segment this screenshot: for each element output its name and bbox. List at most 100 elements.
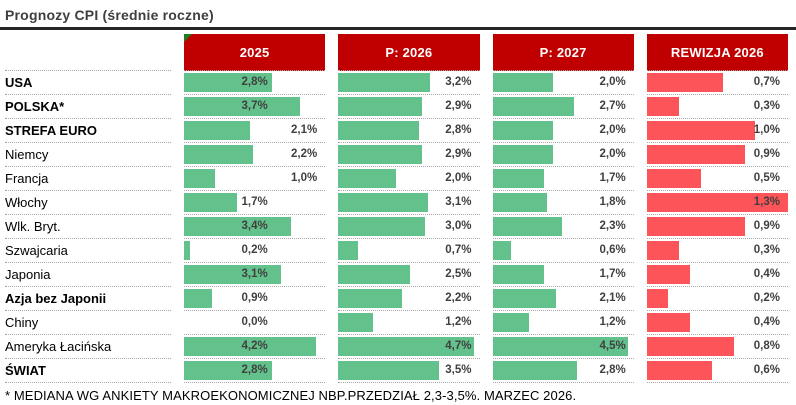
- data-bar: [492, 289, 556, 308]
- data-bar-cell: 1,7%: [492, 263, 634, 287]
- value-label: 0,2%: [753, 292, 780, 304]
- value-label: 1,8%: [599, 196, 626, 208]
- data-bar-cell: 0,6%: [646, 359, 788, 383]
- value-label: 0,5%: [753, 172, 780, 184]
- value-label: 1,7%: [599, 268, 626, 280]
- value-label: 0,3%: [753, 100, 780, 112]
- data-bar-cell: 0,7%: [338, 239, 480, 263]
- data-bar-cell: 4,2%: [184, 335, 326, 359]
- data-bar: [184, 265, 282, 284]
- data-bar-cell: 3,1%: [338, 191, 480, 215]
- value-label: 2,5%: [445, 268, 472, 280]
- data-bar-cell: 1,8%: [492, 191, 634, 215]
- value-label: 2,3%: [599, 220, 626, 232]
- value-label: 0,9%: [241, 292, 268, 304]
- value-label: 3,1%: [445, 196, 472, 208]
- data-bar: [184, 145, 254, 164]
- data-bar: [492, 169, 544, 188]
- value-label: 0,6%: [599, 244, 626, 256]
- data-bar-cell: 2,8%: [184, 71, 326, 95]
- data-bar-cell: 2,9%: [338, 143, 480, 167]
- data-bar-cell: 0,9%: [646, 215, 788, 239]
- value-label: 0,4%: [753, 316, 780, 328]
- column-header-label: P: 2026: [385, 44, 433, 60]
- column-header-label: P: 2027: [539, 44, 587, 60]
- data-bar-cell: 2,1%: [492, 287, 634, 311]
- value-label: 2,7%: [599, 100, 626, 112]
- data-bar: [646, 169, 702, 188]
- data-bar-cell: 0,3%: [646, 239, 788, 263]
- value-label: 1,0%: [291, 172, 318, 184]
- data-bar-cell: 2,0%: [492, 143, 634, 167]
- data-bar-cell: 3,4%: [184, 215, 326, 239]
- data-bar: [338, 193, 428, 212]
- data-bar: [492, 337, 628, 356]
- data-bar: [338, 121, 419, 140]
- value-label: 2,0%: [599, 76, 626, 88]
- column-header-label: REWIZJA 2026: [670, 44, 764, 60]
- value-label: 2,1%: [291, 124, 318, 136]
- data-bar-cell: 2,8%: [492, 359, 634, 383]
- value-label: 2,0%: [599, 148, 626, 160]
- data-bar: [338, 361, 440, 380]
- data-bar: [646, 241, 680, 260]
- column-header-p2027: P: 2027: [492, 34, 634, 71]
- data-bar-cell: 2,2%: [338, 287, 480, 311]
- column-header-label: 2025: [239, 44, 270, 60]
- row-label: Niemcy: [5, 143, 171, 167]
- data-bar-cell: 1,0%: [646, 119, 788, 143]
- data-bar-cell: 4,5%: [492, 335, 634, 359]
- value-label: 2,1%: [599, 292, 626, 304]
- data-bar: [338, 73, 431, 92]
- data-bar: [646, 337, 734, 356]
- data-bar: [492, 193, 547, 212]
- row-label: Włochy: [5, 191, 171, 215]
- data-bar: [646, 121, 756, 140]
- data-bar-cell: 3,5%: [338, 359, 480, 383]
- value-label: 3,7%: [241, 100, 268, 112]
- data-bar-cell: 1,2%: [492, 311, 634, 335]
- data-bar: [184, 121, 250, 140]
- value-label: 3,4%: [241, 220, 268, 232]
- data-bar-cell: 0,0%: [184, 311, 326, 335]
- data-bar-cell: 3,7%: [184, 95, 326, 119]
- value-label: 0,6%: [753, 364, 780, 376]
- data-bar-cell: 3,1%: [184, 263, 326, 287]
- data-bar: [338, 313, 373, 332]
- data-bar-cell: 0,4%: [646, 263, 788, 287]
- data-bar-cell: 1,0%: [184, 167, 326, 191]
- data-bar: [184, 73, 272, 92]
- data-bar: [646, 217, 745, 236]
- data-bar: [646, 289, 669, 308]
- value-label: 1,7%: [241, 196, 268, 208]
- data-bar-cell: 0,3%: [646, 95, 788, 119]
- row-label: POLSKA*: [5, 95, 171, 119]
- row-label: USA: [5, 71, 171, 95]
- data-bar: [646, 145, 745, 164]
- data-bar-cell: 0,7%: [646, 71, 788, 95]
- value-label: 1,0%: [753, 124, 780, 136]
- data-bar: [184, 289, 213, 308]
- data-bar: [646, 313, 691, 332]
- value-label: 0,4%: [753, 268, 780, 280]
- data-bar-cell: 2,3%: [492, 215, 634, 239]
- data-bar-cell: 2,2%: [184, 143, 326, 167]
- data-bar-cell: 2,7%: [492, 95, 634, 119]
- data-bar: [646, 361, 712, 380]
- data-bar-cell: 1,2%: [338, 311, 480, 335]
- footnote: * MEDIANA WG ANKIETY MAKROEKONOMICZNEJ N…: [5, 388, 577, 403]
- row-label: Francja: [5, 167, 171, 191]
- data-bar-cell: 0,5%: [646, 167, 788, 191]
- row-label: STREFA EURO: [5, 119, 171, 143]
- row-label: ŚWIAT: [5, 359, 171, 383]
- data-bar: [338, 97, 422, 116]
- data-bar-cell: 2,5%: [338, 263, 480, 287]
- row-label: Azja bez Japonii: [5, 287, 171, 311]
- data-bar: [492, 145, 553, 164]
- data-bar: [184, 337, 316, 356]
- data-bar-cell: 0,4%: [646, 311, 788, 335]
- data-bar: [338, 241, 359, 260]
- value-label: 4,5%: [599, 340, 626, 352]
- data-bar-cell: 2,8%: [184, 359, 326, 383]
